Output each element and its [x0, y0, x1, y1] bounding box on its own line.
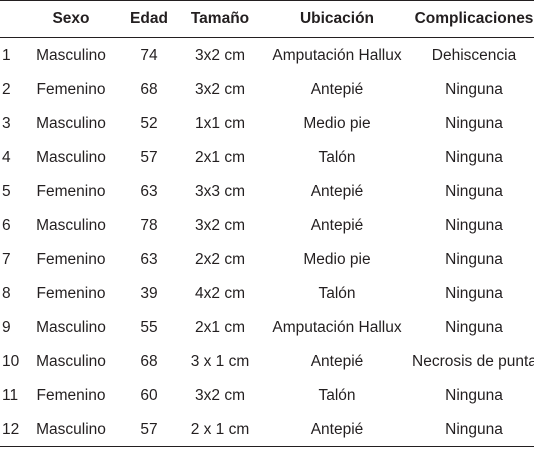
cell-complicaciones: Ninguna: [445, 421, 503, 439]
cell-edad: 68: [140, 353, 158, 371]
cell-edad: 55: [140, 319, 158, 337]
cell-edad: 60: [140, 387, 158, 405]
cell-num: 1: [2, 47, 11, 65]
cell-ubicacion: Talón: [318, 285, 356, 303]
cell-tamano: 2x2 cm: [195, 251, 245, 269]
cell-sexo: Masculino: [36, 115, 106, 133]
cell-sexo: Femenino: [36, 387, 106, 405]
cell-ubicacion: Amputación Hallux: [272, 47, 402, 65]
cell-complicaciones: Ninguna: [445, 217, 503, 235]
cell-complicaciones: Ninguna: [445, 319, 503, 337]
cell-complicaciones: Ninguna: [445, 387, 503, 405]
cell-tamano: 2x1 cm: [195, 319, 245, 337]
cell-num: 6: [2, 217, 11, 235]
cell-tamano: 1x1 cm: [195, 115, 245, 133]
cell-ubicacion: Talón: [318, 149, 356, 167]
cell-edad: 74: [140, 47, 158, 65]
cell-edad: 39: [140, 285, 158, 303]
cell-ubicacion: Talón: [318, 387, 356, 405]
table-row: 3 Masculino 52 1x1 cm Medio pie Ninguna: [0, 107, 534, 141]
cell-num: 12: [2, 421, 20, 439]
cell-tamano: 3x2 cm: [195, 217, 245, 235]
table-top-rule: [0, 0, 534, 1]
header-ubicacion: Ubicación: [299, 10, 375, 28]
header-sexo: Sexo: [52, 10, 90, 28]
cell-tamano: 3x2 cm: [195, 81, 245, 99]
cell-tamano: 2x1 cm: [195, 149, 245, 167]
cell-edad: 57: [140, 421, 158, 439]
cell-ubicacion: Antepié: [310, 421, 364, 439]
cell-num: 9: [2, 319, 11, 337]
cell-tamano: 4x2 cm: [195, 285, 245, 303]
table-row: 10 Masculino 68 3 x 1 cm Antepié Necrosi…: [0, 345, 534, 379]
cell-complicaciones: Ninguna: [445, 81, 503, 99]
cell-complicaciones: Ninguna: [445, 251, 503, 269]
cell-complicaciones: Ninguna: [445, 115, 503, 133]
table-body: 1 Masculino 74 3x2 cm Amputación Hallux …: [0, 37, 534, 447]
table-bottom-rule: [0, 446, 534, 447]
cell-ubicacion: Antepié: [310, 81, 364, 99]
cell-edad: 78: [140, 217, 158, 235]
table-row: 9 Masculino 55 2x1 cm Amputación Hallux …: [0, 311, 534, 345]
cell-num: 10: [2, 353, 20, 371]
cell-ubicacion: Medio pie: [303, 251, 371, 269]
cell-sexo: Femenino: [36, 183, 106, 201]
cell-ubicacion: Amputación Hallux: [272, 319, 402, 337]
table-header-rule: [0, 37, 534, 38]
cell-ubicacion: Antepié: [310, 183, 364, 201]
cell-sexo: Masculino: [36, 149, 106, 167]
cell-sexo: Femenino: [36, 251, 106, 269]
header-edad: Edad: [130, 10, 168, 28]
cell-tamano: 3x2 cm: [195, 47, 245, 65]
cell-edad: 52: [140, 115, 158, 133]
cell-complicaciones: Dehiscencia: [431, 47, 517, 65]
cell-sexo: Femenino: [36, 81, 106, 99]
cell-num: 11: [2, 387, 19, 405]
cell-complicaciones: Ninguna: [445, 149, 503, 167]
header-tamano: Tamaño: [190, 10, 250, 28]
cell-sexo: Masculino: [36, 353, 106, 371]
cell-ubicacion: Antepié: [310, 217, 364, 235]
cell-tamano: 3x2 cm: [195, 387, 245, 405]
cell-num: 2: [2, 81, 11, 99]
table-row: 4 Masculino 57 2x1 cm Talón Ninguna: [0, 141, 534, 175]
cell-edad: 63: [140, 183, 158, 201]
table-row: 6 Masculino 78 3x2 cm Antepié Ninguna: [0, 209, 534, 243]
cell-sexo: Masculino: [36, 47, 106, 65]
table-row: 8 Femenino 39 4x2 cm Talón Ninguna: [0, 277, 534, 311]
cell-num: 7: [2, 251, 11, 269]
cell-edad: 68: [140, 81, 158, 99]
table-row: 2 Femenino 68 3x2 cm Antepié Ninguna: [0, 73, 534, 107]
table-row: 11 Femenino 60 3x2 cm Talón Ninguna: [0, 379, 534, 413]
header-row: Sexo Edad Tamaño Ubicación Complicacione…: [0, 1, 534, 37]
cell-num: 5: [2, 183, 11, 201]
cell-sexo: Femenino: [36, 285, 106, 303]
cell-tamano: 3 x 1 cm: [190, 353, 250, 371]
cell-tamano: 2 x 1 cm: [190, 421, 250, 439]
cell-ubicacion: Antepié: [310, 353, 364, 371]
header-num: [0, 1, 22, 37]
cell-ubicacion: Medio pie: [303, 115, 371, 133]
table-row: 1 Masculino 74 3x2 cm Amputación Hallux …: [0, 37, 534, 73]
cell-num: 4: [2, 149, 11, 167]
cell-complicaciones: Ninguna: [445, 285, 503, 303]
cell-sexo: Masculino: [36, 319, 106, 337]
header-complicaciones: Complicaciones: [414, 10, 534, 28]
cell-edad: 57: [140, 149, 158, 167]
cell-sexo: Masculino: [36, 421, 106, 439]
table-row: 12 Masculino 57 2 x 1 cm Antepié Ninguna: [0, 413, 534, 447]
cell-num: 3: [2, 115, 11, 133]
table-row: 7 Femenino 63 2x2 cm Medio pie Ninguna: [0, 243, 534, 277]
table-row: 5 Femenino 63 3x3 cm Antepié Ninguna: [0, 175, 534, 209]
cell-complicaciones: Ninguna: [445, 183, 503, 201]
cell-edad: 63: [140, 251, 158, 269]
table-header: Sexo Edad Tamaño Ubicación Complicacione…: [0, 1, 534, 37]
cell-tamano: 3x3 cm: [195, 183, 245, 201]
cell-num: 8: [2, 285, 11, 303]
cell-sexo: Masculino: [36, 217, 106, 235]
cell-complicaciones: Necrosis de punta: [412, 353, 534, 371]
